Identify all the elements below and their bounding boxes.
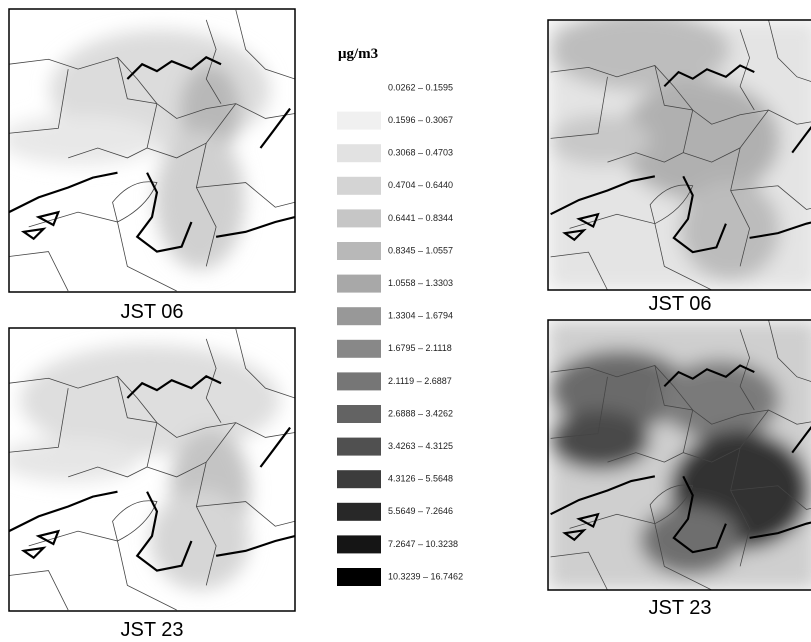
legend-label: 0.6441 – 0.8344 [388, 213, 453, 223]
legend-label: 3.4263 – 4.3125 [388, 441, 453, 451]
legend-swatch [337, 209, 381, 227]
legend-title: μg/m3 [338, 46, 378, 62]
legend-label: 4.3126 – 5.5648 [388, 474, 453, 484]
legend-swatch [337, 340, 381, 358]
legend-label: 5.5649 – 7.2646 [388, 506, 453, 516]
legend-label: 1.6795 – 2.1118 [388, 343, 452, 353]
legend-swatch [337, 144, 381, 162]
panel-label: JST 23 [121, 619, 184, 641]
legend-swatch [337, 307, 381, 325]
legend-swatch [337, 372, 381, 390]
legend-label: 10.3239 – 16.7462 [388, 571, 463, 581]
figure: JST 06 JST 23 JST 06 [0, 0, 811, 642]
legend-label: 0.3068 – 0.4703 [388, 148, 453, 158]
legend-label: 0.1596 – 0.3067 [388, 115, 453, 125]
legend-swatch [337, 568, 381, 586]
legend-swatch [337, 112, 381, 130]
legend-swatch [337, 79, 381, 97]
legend-label: 0.0262 – 0.1595 [388, 82, 453, 92]
legend-label: 2.1119 – 2.6887 [388, 376, 452, 386]
legend-swatch [337, 405, 381, 423]
legend-label: 1.3304 – 1.6794 [388, 311, 453, 321]
legend-label: 0.4704 – 0.6440 [388, 180, 453, 190]
map-panel: JST 06 [0, 9, 295, 323]
legend-swatch [337, 275, 381, 293]
map-panel: JST 06 [548, 10, 811, 315]
legend-label: 1.0558 – 1.3303 [388, 278, 453, 288]
panel-label: JST 06 [121, 301, 184, 323]
legend: μg/m3 0.0262 – 0.1595 0.1596 – 0.3067 0.30… [337, 46, 463, 586]
legend-label: 0.8345 – 1.0557 [388, 245, 453, 255]
legend-label: 2.6888 – 3.4262 [388, 408, 453, 418]
legend-swatch [337, 503, 381, 521]
map-panel: JST 23 [548, 320, 811, 619]
legend-swatch [337, 177, 381, 195]
legend-swatch [337, 470, 381, 488]
panel-label: JST 23 [649, 597, 712, 619]
legend-swatch [337, 438, 381, 456]
map-panel: JST 23 [0, 328, 295, 641]
legend-swatch [337, 535, 381, 553]
panel-label: JST 06 [649, 293, 712, 315]
legend-label: 7.2647 – 10.3238 [388, 539, 458, 549]
legend-swatch [337, 242, 381, 260]
